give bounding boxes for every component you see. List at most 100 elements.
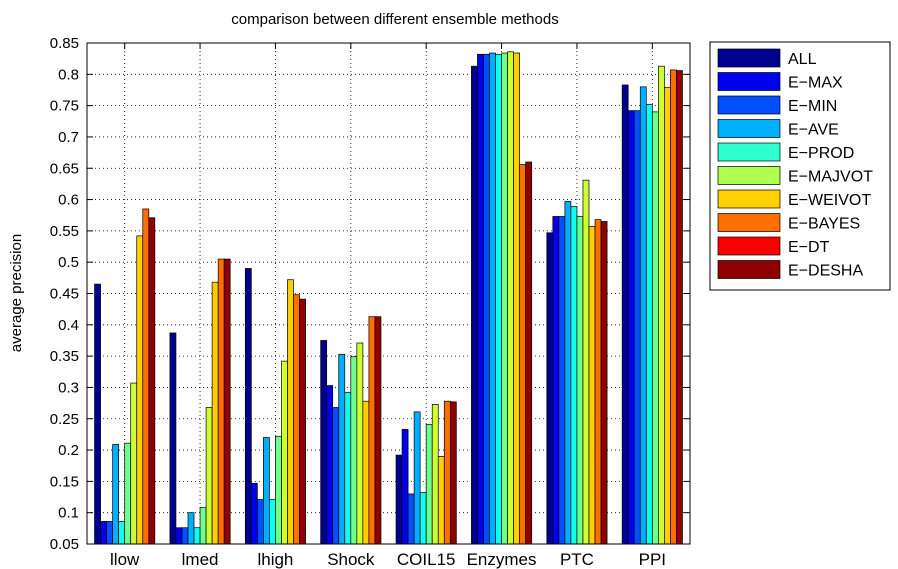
y-tick-label: 0.65	[50, 160, 79, 177]
legend-label: E−DESHA	[788, 263, 863, 280]
bar	[223, 258, 231, 545]
bar	[148, 217, 156, 545]
bar	[338, 353, 346, 545]
bar	[395, 454, 403, 545]
bar	[519, 164, 527, 545]
bar	[250, 482, 258, 545]
legend-label: E−DT	[788, 239, 830, 256]
bar	[374, 316, 382, 545]
bar	[525, 161, 533, 545]
bar	[477, 53, 484, 545]
y-tick-label: 0.35	[50, 348, 79, 365]
legend-swatch	[717, 236, 781, 256]
y-tick-label: 0.75	[50, 98, 79, 115]
plot-area: 0.05 0.1 0.15 0.2 0.25 0.3 0.35 0.4 0.45 0.5 0.55 0…	[50, 35, 691, 569]
y-tick-label: 0.1	[58, 505, 79, 522]
bar	[368, 316, 376, 545]
bar	[175, 527, 183, 545]
bar	[443, 400, 451, 545]
bar	[676, 70, 683, 545]
bar	[413, 411, 421, 545]
bar	[437, 455, 445, 545]
legend-label: E−PROD	[788, 145, 854, 162]
legend: ALL E−MAX E−MIN E−AVE E−PROD E−MAJVOT E−WEIVOT…	[709, 41, 891, 291]
bar	[350, 356, 358, 545]
legend-swatch	[717, 119, 781, 138]
bar	[263, 437, 270, 545]
x-tick-label: PPI	[639, 550, 666, 569]
bar	[100, 521, 107, 545]
bar	[576, 216, 584, 545]
bar	[407, 493, 415, 545]
bar	[657, 65, 665, 545]
legend-swatch	[717, 95, 781, 115]
bar	[513, 52, 521, 545]
bar	[564, 201, 572, 545]
bar	[621, 84, 629, 545]
legend-swatch	[717, 189, 781, 209]
bar	[275, 435, 282, 545]
bar	[582, 179, 590, 545]
bar	[501, 52, 508, 545]
bar	[425, 424, 433, 545]
bar	[627, 110, 635, 545]
bar	[281, 360, 288, 545]
bar	[332, 407, 340, 545]
bar	[287, 279, 294, 545]
bar	[205, 407, 213, 545]
bar	[419, 492, 427, 545]
bar	[187, 512, 195, 545]
legend-swatch	[717, 72, 781, 91]
bar	[299, 298, 306, 545]
bar	[269, 499, 276, 545]
bar	[639, 86, 647, 545]
bar	[211, 281, 219, 545]
x-tick-label: Shock	[327, 550, 375, 569]
bar	[552, 216, 560, 545]
bar	[124, 442, 132, 545]
bar	[670, 69, 677, 545]
x-tick-label: PTC	[560, 550, 594, 569]
legend-label: E−MAJVOT	[788, 169, 873, 186]
legend-label: E−MIN	[788, 98, 837, 115]
bar	[558, 216, 566, 545]
bar	[344, 392, 352, 545]
y-tick-label: 0.45	[50, 286, 79, 303]
bar	[130, 382, 138, 545]
y-tick-label: 0.2	[58, 442, 79, 459]
x-tick-label: COIL15	[397, 550, 456, 569]
legend-label: E−MAX	[788, 75, 843, 92]
x-tick-label: Enzymes	[467, 550, 537, 569]
bar	[449, 401, 457, 545]
x-tick-label: lmed	[182, 550, 219, 569]
bar	[401, 429, 409, 545]
y-tick-label: 0.5	[58, 254, 79, 271]
legend-label: E−WEIVOT	[788, 192, 871, 209]
y-tick-label: 0.3	[58, 379, 79, 396]
bar	[356, 342, 364, 545]
bar	[483, 53, 490, 545]
bar	[326, 385, 334, 545]
bar	[570, 206, 578, 545]
bar	[495, 53, 502, 545]
bar	[645, 104, 653, 545]
y-tick-label: 0.55	[50, 223, 79, 240]
legend-label: E−BAYES	[788, 216, 860, 233]
legend-swatch	[717, 260, 781, 279]
y-tick-label: 0.25	[50, 411, 79, 428]
y-tick-label: 0.4	[58, 317, 79, 334]
bar	[362, 400, 370, 545]
y-tick-label: 0.8	[58, 66, 79, 83]
bar	[489, 52, 496, 545]
bar	[546, 232, 554, 545]
legend-swatch	[717, 48, 781, 68]
x-tick-label: lhigh	[257, 550, 293, 569]
bar	[193, 527, 201, 545]
y-axis-label: average precision	[8, 234, 25, 352]
bar	[118, 521, 126, 545]
chart-title: comparison between different ensemble me…	[231, 11, 558, 28]
bar	[112, 444, 120, 545]
bar	[94, 283, 101, 545]
y-tick-label: 0.7	[58, 129, 79, 146]
bar	[244, 268, 252, 545]
